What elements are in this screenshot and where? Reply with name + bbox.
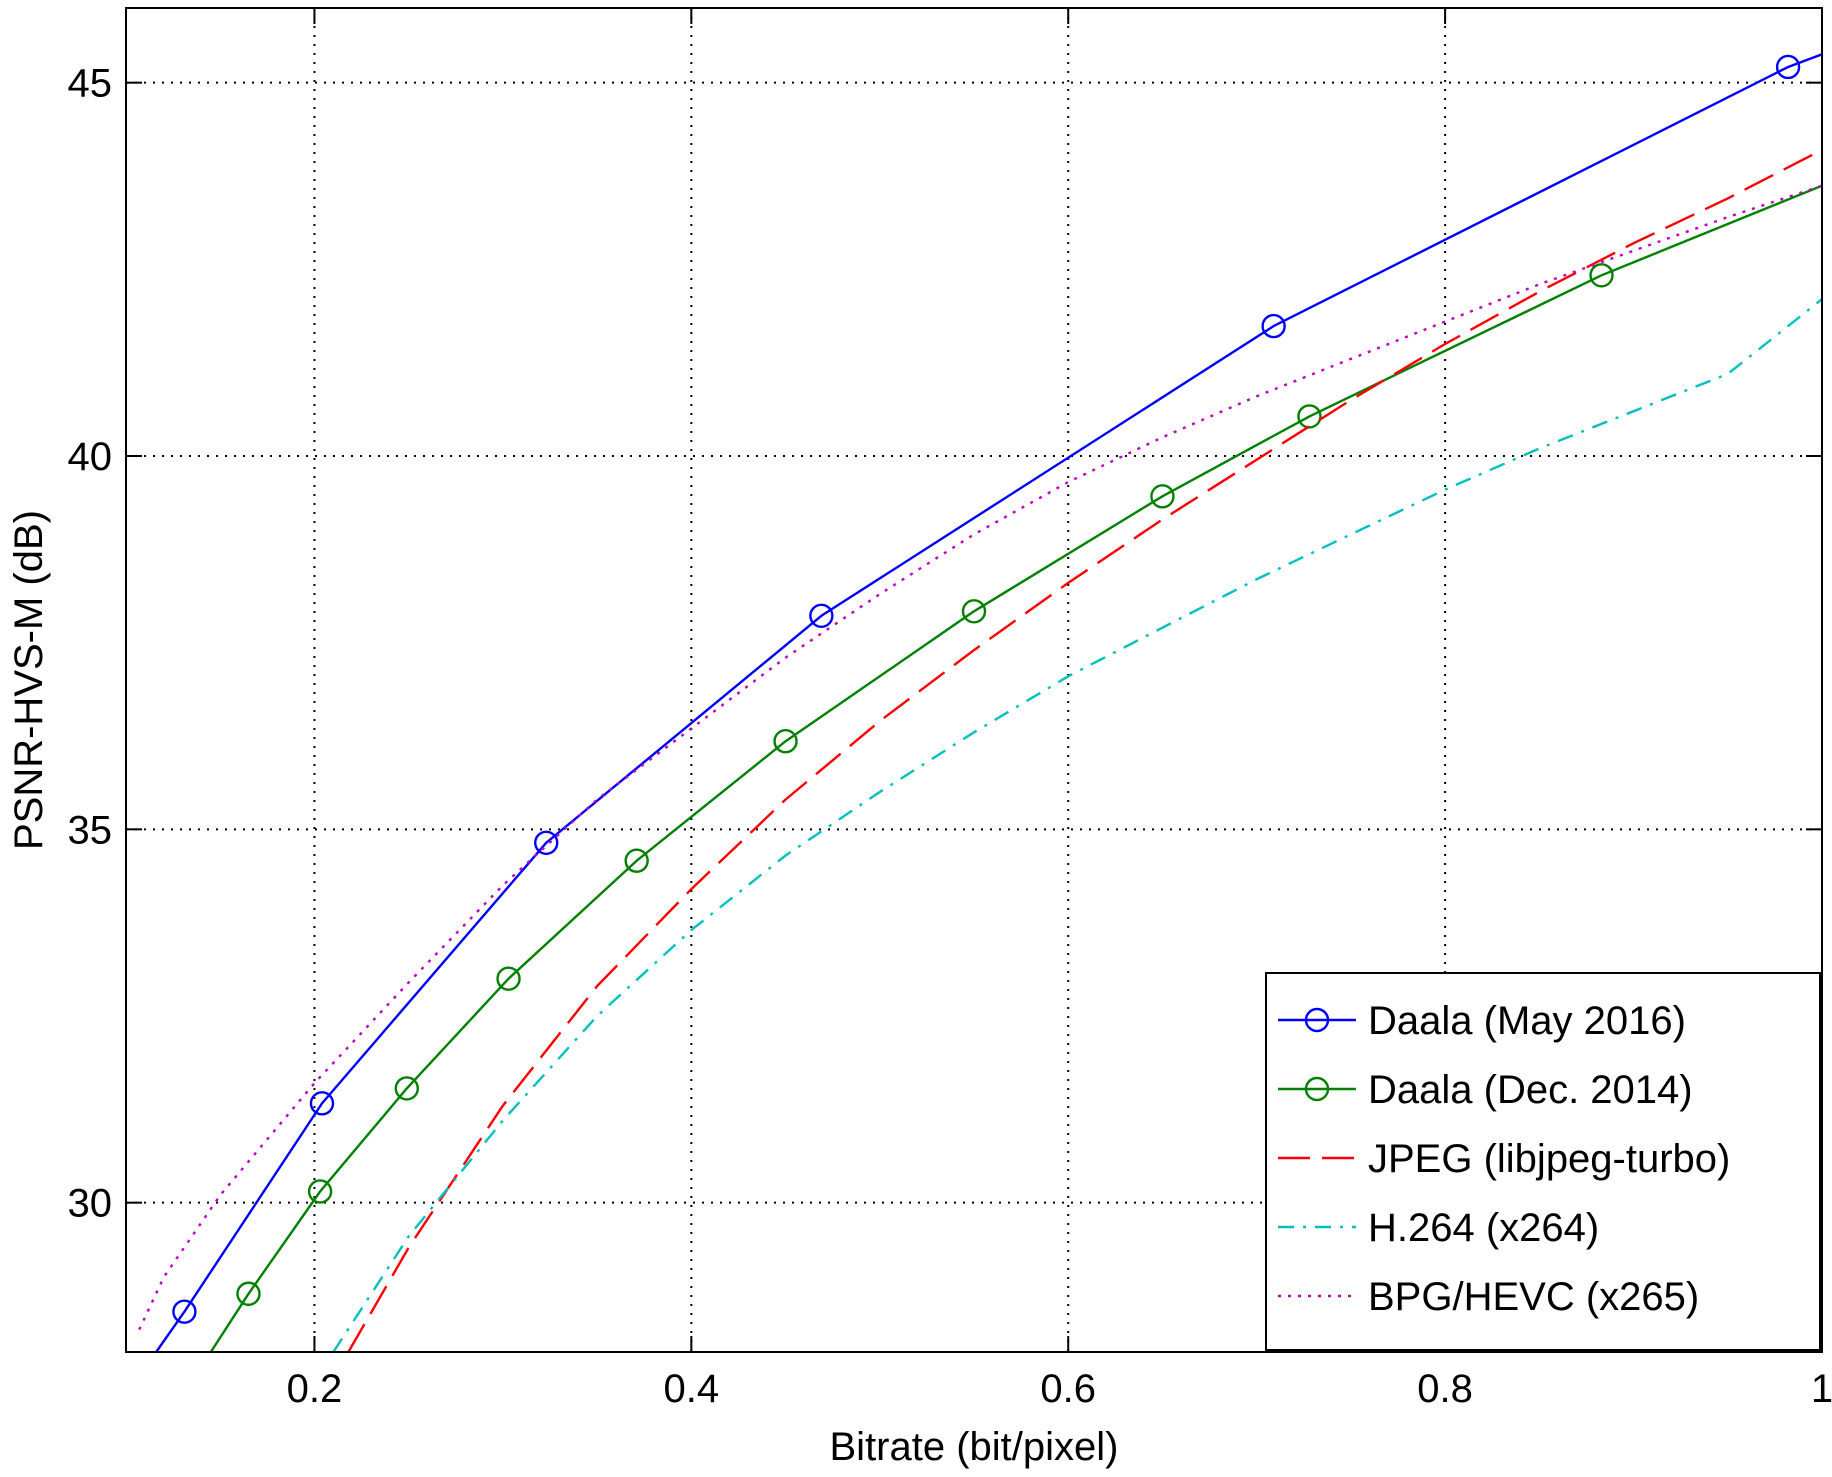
data-point-marker (534, 830, 559, 855)
x-tick-label: 0.4 (664, 1367, 720, 1411)
legend-label: Daala (May 2016) (1368, 999, 1686, 1043)
y-tick-label: 45 (68, 62, 113, 106)
series-line (155, 53, 1822, 1352)
data-point-marker (1150, 484, 1175, 509)
data-point-marker (394, 1076, 419, 1101)
x-tick-label: 0.8 (1417, 1367, 1473, 1411)
data-point-marker (961, 599, 987, 624)
series-line (347, 148, 1822, 1352)
legend-marker (1304, 1007, 1330, 1033)
data-point-marker (236, 1281, 261, 1306)
data-point-marker (496, 966, 521, 991)
legend-label: BPG/HEVC (x265) (1368, 1275, 1699, 1319)
data-point-marker (624, 848, 649, 873)
legend: Daala (May 2016) Daala (Dec. 2014) JPEG (l… (1265, 972, 1821, 1351)
data-point-marker (809, 603, 834, 628)
legend-marker (1304, 1076, 1330, 1102)
data-point-marker (172, 1299, 197, 1324)
series-line (332, 298, 1822, 1352)
data-point-marker (309, 1091, 335, 1116)
legend-label: Daala (Dec. 2014) (1368, 1068, 1693, 1112)
plot-frame (125, 7, 1823, 1353)
series-layer (138, 53, 1822, 1352)
y-tick-label: 30 (68, 1182, 113, 1226)
tick-labels: 0.2 0.4 0.6 0.8 1 30 35 40 45 (68, 62, 1832, 1411)
y-tick-label: 35 (68, 808, 113, 852)
data-point-marker (1589, 263, 1614, 288)
data-point-marker (1775, 54, 1801, 80)
y-axis-label: PSNR-HVS-M (dB) (7, 510, 51, 850)
data-point-marker (307, 1179, 333, 1204)
x-tick-label: 1 (1811, 1367, 1832, 1411)
legend-label: JPEG (libjpeg-turbo) (1368, 1137, 1730, 1181)
x-tick-label: 0.2 (287, 1367, 343, 1411)
data-point-marker (773, 729, 798, 754)
series-line (209, 184, 1822, 1352)
data-point-marker (1261, 313, 1286, 339)
y-tick-label: 40 (68, 435, 113, 479)
legend-box (1265, 972, 1821, 1351)
legend-label: H.264 (x264) (1368, 1206, 1599, 1250)
x-tick-label: 0.6 (1040, 1367, 1096, 1411)
x-axis-label: Bitrate (bit/pixel) (830, 1425, 1119, 1469)
